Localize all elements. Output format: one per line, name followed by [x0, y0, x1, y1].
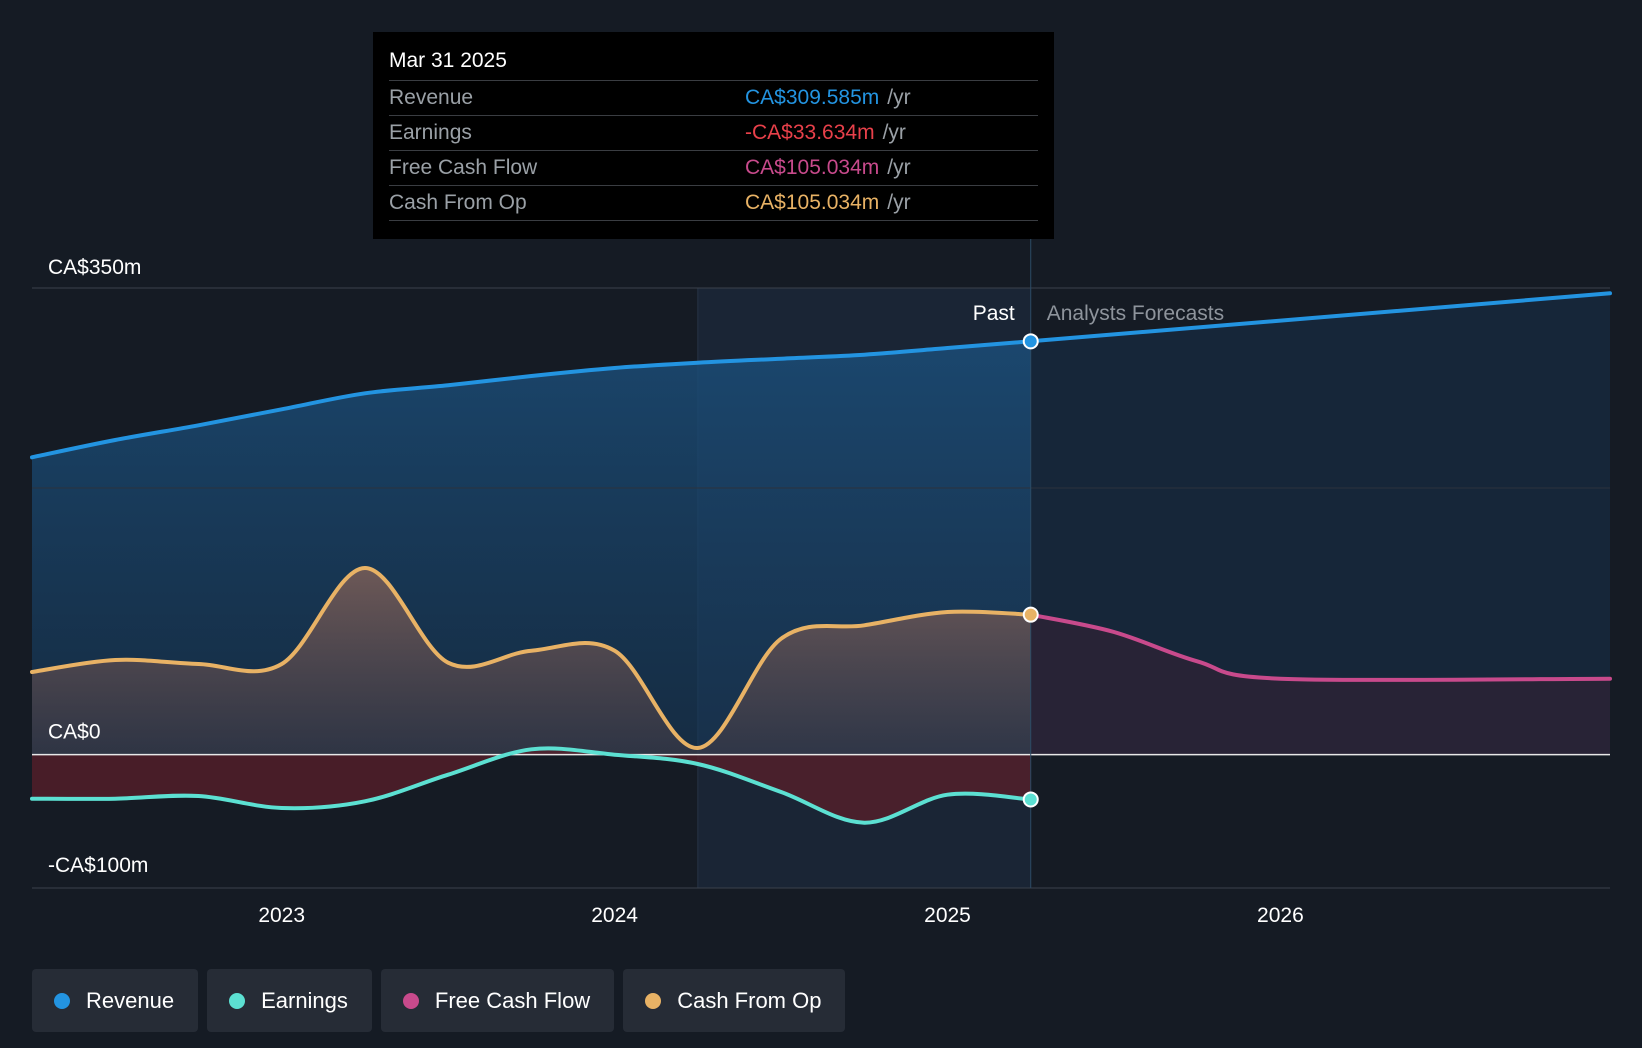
revenue-forecast-line — [1028, 291, 1612, 344]
cash-from-op-dot-icon — [645, 992, 662, 1009]
forecast-label: Analysts Forecasts — [1047, 302, 1224, 325]
legend: Revenue Earnings Free Cash Flow Cash Fro… — [32, 969, 846, 1032]
revenue-line — [30, 339, 1033, 460]
y-tick-label: CA$0 — [48, 721, 101, 744]
legend-item-earnings[interactable]: Earnings — [207, 969, 372, 1032]
tooltip-value: CA$105.034m — [745, 191, 880, 214]
legend-label: Revenue — [86, 987, 175, 1013]
free-cash-flow-forecast-area — [1030, 614, 1610, 755]
tooltip-value: -CA$33.634m — [745, 121, 875, 144]
tooltip-label: Revenue — [389, 86, 474, 109]
earnings-line — [30, 746, 1033, 825]
y-tick-label: CA$350m — [48, 256, 141, 279]
revenue-dot-icon — [54, 992, 70, 1009]
cash-from-op-marker — [1022, 606, 1039, 623]
tooltip: Mar 31 2025 Revenue CA$309.585m /yr Earn… — [373, 32, 1054, 239]
tooltip-label: Free Cash Flow — [389, 156, 538, 179]
x-tick-label: 2026 — [1257, 904, 1304, 927]
legend-label: Cash From Op — [677, 987, 822, 1013]
legend-item-revenue[interactable]: Revenue — [32, 969, 199, 1032]
y-tick-label: -CA$100m — [48, 854, 148, 877]
tooltip-row-free-cash-flow: Free Cash Flow CA$105.034m /yr — [389, 151, 1038, 186]
free-cash-flow-dot-icon — [402, 992, 419, 1009]
cash-from-op-line — [30, 565, 1033, 751]
tooltip-value: CA$105.034m — [745, 156, 880, 179]
legend-item-cash-from-op[interactable]: Cash From Op — [623, 969, 846, 1032]
cash-from-op-area — [32, 567, 1031, 755]
x-tick-label: 2025 — [924, 904, 971, 927]
past-label: Past — [973, 302, 1015, 325]
earnings-dot-icon — [229, 992, 246, 1009]
tooltip-date: Mar 31 2025 — [389, 46, 1038, 81]
legend-item-free-cash-flow[interactable]: Free Cash Flow — [380, 969, 615, 1032]
tooltip-value: CA$309.585m — [745, 86, 880, 109]
tooltip-row-revenue: Revenue CA$309.585m /yr — [389, 81, 1038, 116]
tooltip-unit: /yr — [887, 86, 911, 109]
x-tick-label: 2023 — [258, 904, 305, 927]
legend-label: Free Cash Flow — [434, 987, 591, 1013]
legend-label: Earnings — [261, 987, 348, 1013]
tooltip-label: Earnings — [389, 121, 472, 144]
earnings-area — [32, 748, 1031, 823]
tooltip-row-earnings: Earnings -CA$33.634m /yr — [389, 116, 1038, 151]
revenue-forecast-area — [1030, 293, 1610, 755]
revenue-marker — [1022, 333, 1039, 350]
tooltip-unit: /yr — [887, 191, 911, 214]
free-cash-flow-forecast-line — [1028, 612, 1612, 682]
tooltip-unit: /yr — [882, 121, 906, 144]
tooltip-unit: /yr — [887, 156, 911, 179]
earnings-marker — [1022, 791, 1039, 808]
x-tick-label: 2024 — [591, 904, 638, 927]
tooltip-row-cash-from-op: Cash From Op CA$105.034m /yr — [389, 186, 1038, 221]
tooltip-label: Cash From Op — [389, 191, 527, 214]
